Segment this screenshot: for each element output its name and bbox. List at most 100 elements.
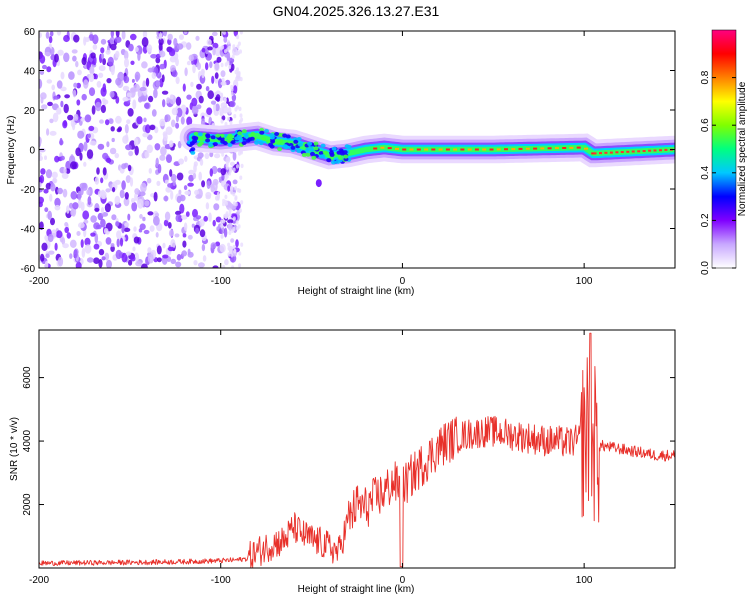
noise-blob (221, 152, 225, 157)
noise-blob (133, 236, 140, 244)
band-peak (642, 150, 646, 152)
noise-blob (153, 191, 158, 202)
noise-blob (107, 56, 114, 66)
noise-blob (176, 107, 183, 118)
noise-blob (86, 189, 91, 196)
noise-blob (63, 34, 70, 43)
noise-blob (210, 242, 217, 249)
noise-blob (220, 70, 226, 78)
noise-blob (129, 177, 134, 187)
noise-blob (76, 99, 81, 106)
noise-blob (207, 90, 214, 100)
noise-blob (119, 237, 124, 247)
noise-blob (123, 75, 130, 84)
noise-blob (95, 224, 102, 230)
snr-y-ticks: 2000 4000 6000 (22, 366, 675, 516)
noise-blob (211, 31, 218, 37)
noise-blob (80, 239, 84, 248)
noise-blob (230, 238, 235, 243)
band-peak (626, 150, 630, 153)
noise-blob (164, 211, 171, 221)
noise-blob (115, 221, 120, 227)
noise-blob (232, 167, 236, 172)
noise-blob (45, 253, 50, 258)
noise-blob (159, 32, 163, 40)
snr-x-axis-label: Height of straight line (km) (298, 584, 415, 595)
band-peak (467, 148, 472, 151)
band-blob (245, 138, 251, 143)
noise-blob (44, 51, 51, 56)
noise-blob (232, 201, 236, 206)
noise-blob (121, 163, 127, 170)
noise-blob (221, 45, 225, 50)
noise-blob (56, 80, 63, 89)
colorbar-tick-label: 0.4 (700, 165, 711, 179)
noise-blob (239, 31, 243, 35)
y-tick-label: -40 (21, 225, 36, 236)
band-peak (402, 148, 407, 151)
noise-blob (230, 213, 238, 219)
noise-blob (148, 95, 154, 103)
noise-blob (233, 248, 237, 254)
noise-blob (162, 254, 169, 259)
colorbar-tick-label: 0.0 (700, 261, 711, 275)
band-blob (215, 133, 221, 138)
noise-blob (134, 46, 139, 53)
band-blob (315, 179, 322, 188)
noise-blob (234, 196, 238, 201)
band-peak (474, 148, 479, 151)
band-peak (593, 152, 597, 155)
noise-blob (223, 227, 228, 238)
noise-blob (98, 65, 106, 72)
noise-blob (100, 47, 105, 54)
band-peak (460, 148, 465, 151)
noise-blob (224, 176, 228, 181)
band-peak (562, 147, 567, 149)
noise-blob (227, 252, 231, 257)
noise-blob (131, 201, 138, 212)
noise-blob (124, 57, 129, 68)
noise-blob (186, 116, 193, 126)
noise-blob (222, 180, 226, 185)
noise-blob (181, 214, 188, 220)
noise-blob (56, 107, 62, 115)
band-peak (584, 147, 588, 150)
noise-blob (182, 233, 187, 238)
noise-blob (100, 218, 106, 228)
noise-blob (155, 157, 159, 168)
noise-blob (158, 38, 164, 46)
band-peak (504, 148, 508, 151)
noise-blob (64, 94, 70, 99)
noise-blob (210, 100, 217, 105)
noise-blob (88, 73, 95, 83)
noise-blob (196, 83, 202, 90)
noise-blob (195, 35, 200, 41)
band-blob (301, 152, 307, 157)
band-peak (387, 147, 392, 150)
snr-y-axis-label: SNR (10 * v/v) (9, 417, 20, 481)
band-blob (208, 142, 214, 147)
noise-blob (86, 149, 94, 160)
noise-blob (238, 251, 242, 256)
noise-blob (106, 157, 112, 163)
noise-blob (230, 253, 234, 258)
noise-blob (81, 247, 86, 258)
noise-blob (170, 190, 174, 200)
noise-blob (50, 183, 56, 192)
noise-blob (111, 137, 115, 143)
noise-blob (179, 203, 185, 214)
noise-blob (77, 69, 82, 76)
noise-blob (225, 201, 228, 206)
noise-blob (210, 183, 215, 193)
noise-blob (53, 95, 60, 100)
noise-blob (209, 61, 213, 69)
noise-blob (166, 97, 171, 104)
noise-blob (102, 97, 106, 103)
band-blob (343, 154, 349, 159)
noise-blob (211, 165, 218, 175)
x-tick-label: 100 (576, 575, 593, 586)
noise-blob (159, 118, 166, 127)
band-peak (511, 148, 516, 151)
x-tick-label: -200 (29, 575, 49, 586)
